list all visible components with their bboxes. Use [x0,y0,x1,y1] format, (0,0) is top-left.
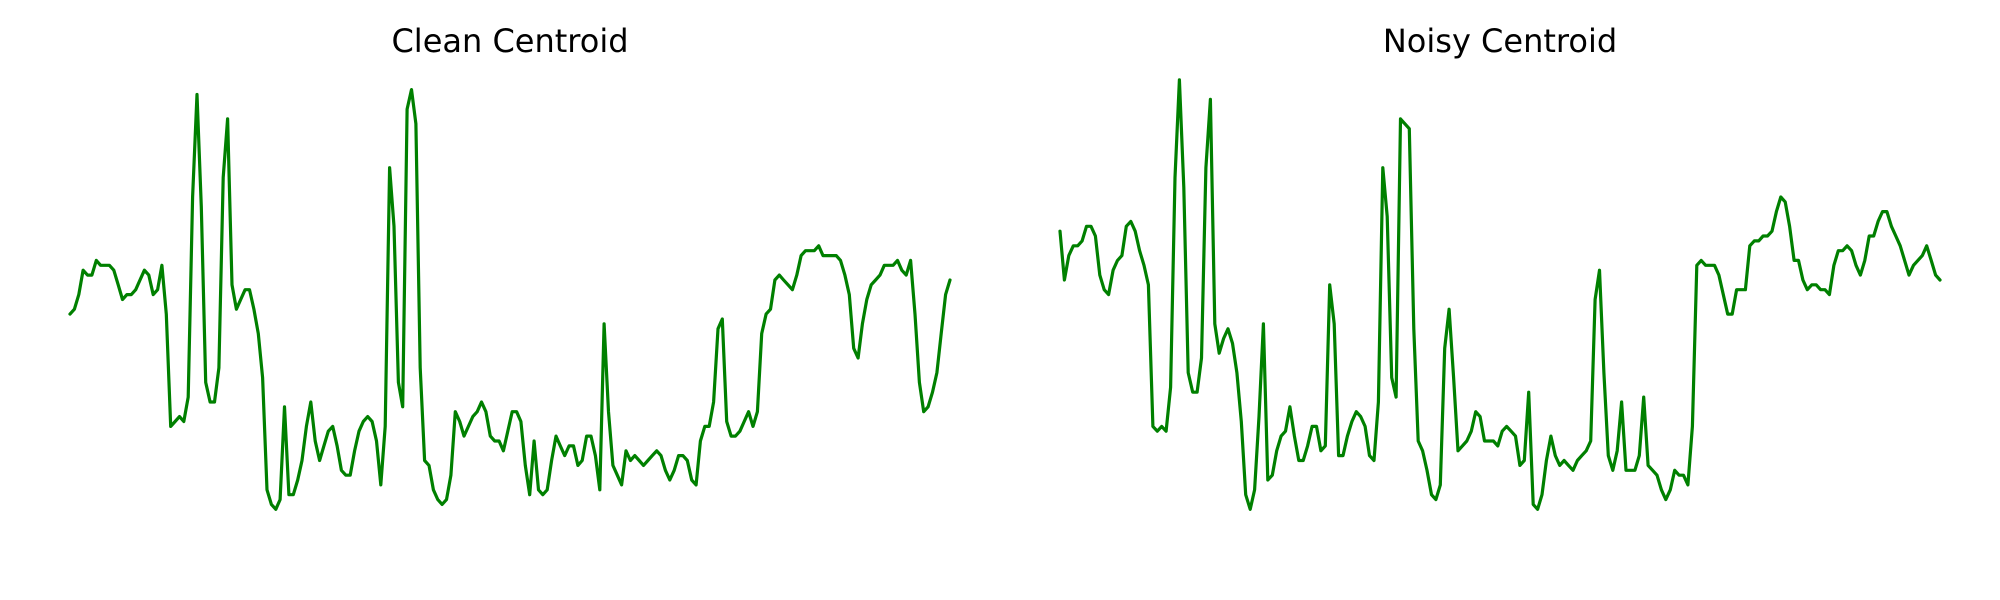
noisy-centroid-title: Noisy Centroid [1382,22,1618,60]
series-line-0 [1058,78,1942,511]
noisy-centroid-plot [1058,78,1942,511]
noisy-centroid-chart: Noisy Centroid [1058,0,1942,600]
clean-centroid-plot [68,87,952,511]
series-line-0 [68,87,952,511]
clean-centroid-title: Clean Centroid [391,22,629,60]
clean-centroid-chart: Clean Centroid [68,0,952,600]
